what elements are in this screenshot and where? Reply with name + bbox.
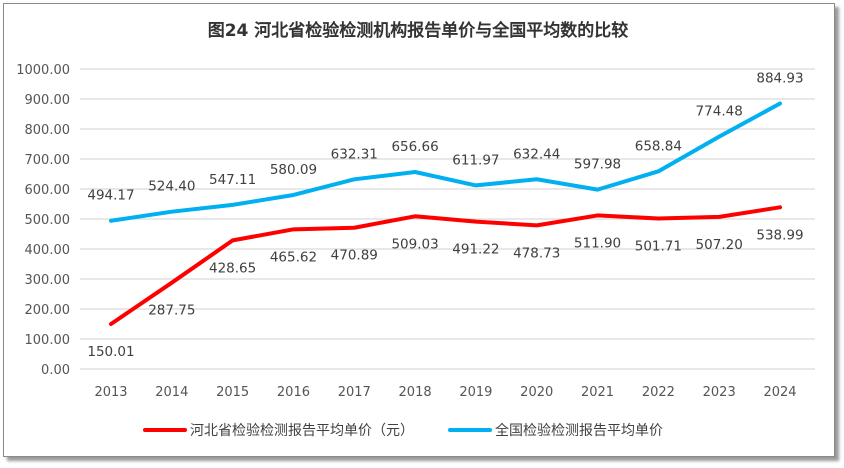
data-label: 547.11 [209, 172, 256, 188]
y-tick-label: 100.00 [25, 333, 71, 348]
data-label: 470.89 [331, 248, 378, 264]
legend-label: 全国检验检测报告平均单价 [495, 422, 663, 439]
data-label: 511.90 [574, 235, 621, 251]
x-tick-label: 2017 [338, 385, 371, 400]
x-tick-label: 2013 [94, 385, 127, 400]
data-label: 774.48 [696, 104, 743, 120]
y-tick-label: 0.00 [41, 363, 70, 378]
data-label: 658.84 [635, 138, 682, 154]
data-label: 428.65 [209, 260, 256, 276]
data-label: 656.66 [391, 139, 438, 155]
data-label: 884.93 [756, 71, 803, 87]
x-tick-label: 2022 [642, 385, 675, 400]
y-tick-label: 1000.00 [16, 63, 70, 78]
chart-frame [3, 3, 835, 457]
data-label: 597.98 [574, 157, 621, 173]
data-label: 632.44 [513, 146, 560, 162]
legend-item-0: 河北省检验检测报告平均单价（元） [143, 423, 414, 439]
data-label: 465.62 [270, 249, 317, 265]
x-tick-label: 2024 [763, 385, 796, 400]
data-label: 491.22 [452, 242, 499, 258]
data-label: 538.99 [756, 227, 803, 243]
legend-label: 河北省检验检测报告平均单价（元） [190, 423, 414, 439]
data-label: 494.17 [87, 188, 134, 204]
x-tick-label: 2023 [703, 385, 736, 400]
x-tick-label: 2019 [459, 385, 492, 400]
data-label: 632.31 [331, 146, 378, 162]
data-label: 524.40 [148, 179, 195, 195]
data-label: 509.03 [391, 236, 438, 252]
y-tick-label: 300.00 [25, 273, 71, 288]
y-tick-label: 400.00 [25, 243, 71, 258]
y-tick-label: 600.00 [25, 183, 71, 198]
x-tick-label: 2014 [155, 385, 188, 400]
x-tick-label: 2015 [216, 385, 249, 400]
y-tick-label: 500.00 [25, 213, 71, 228]
x-tick-label: 2018 [399, 385, 432, 400]
chart-title: 图24 河北省检验检测机构报告单价与全国平均数的比较 [208, 20, 629, 41]
series-line-1 [109, 101, 782, 223]
data-label: 287.75 [148, 303, 195, 319]
x-tick-label: 2020 [520, 385, 553, 400]
data-label: 501.71 [635, 238, 682, 254]
data-label: 580.09 [270, 162, 317, 178]
data-label: 507.20 [696, 237, 743, 253]
data-label: 611.97 [452, 152, 499, 168]
x-tick-label: 2021 [581, 385, 614, 400]
y-tick-label: 700.00 [25, 153, 71, 168]
data-label: 150.01 [87, 344, 134, 360]
y-tick-label: 900.00 [25, 93, 71, 108]
legend-item-1: 全国检验检测报告平均单价 [448, 422, 663, 439]
series-line-0 [109, 205, 782, 326]
data-label: 478.73 [513, 245, 560, 261]
y-tick-label: 200.00 [25, 303, 71, 318]
x-tick-label: 2016 [277, 385, 310, 400]
y-tick-label: 800.00 [25, 123, 71, 138]
